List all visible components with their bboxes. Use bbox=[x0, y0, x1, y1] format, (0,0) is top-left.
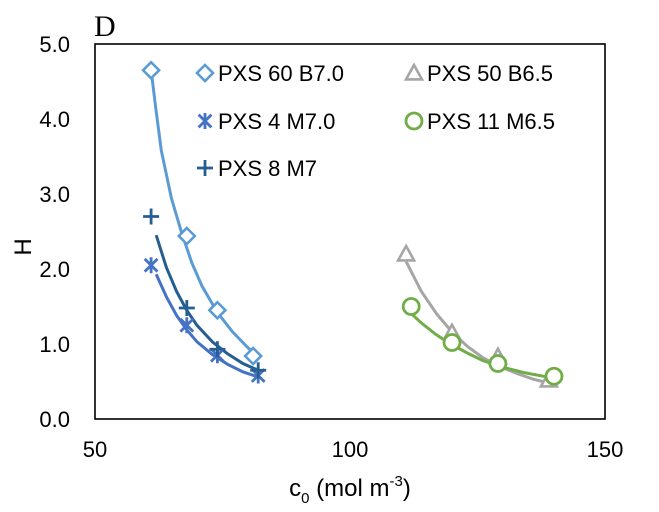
x-axis-title-subscript: 0 bbox=[301, 490, 309, 507]
data-point-diamond bbox=[243, 346, 263, 366]
data-point-diamond bbox=[176, 226, 197, 246]
data-point-diamond bbox=[141, 60, 161, 81]
trendline bbox=[154, 234, 259, 372]
y-tick-label: 1.0 bbox=[39, 332, 70, 357]
x-tick-labels: 50 100 150 bbox=[83, 437, 624, 462]
data-point-triangle bbox=[395, 243, 417, 262]
legend-label: PXS 60 B7.0 bbox=[218, 61, 344, 86]
x-axis-title-close: ) bbox=[403, 475, 411, 502]
legend: PXS 60 B7.0 PXS 50 B6.5 PXS 4 M7.0 PXS 11 M… bbox=[195, 61, 555, 181]
data-point-diamond bbox=[207, 300, 228, 321]
y-tick-label: 4.0 bbox=[39, 107, 70, 132]
legend-marker-star bbox=[197, 113, 213, 129]
x-axis-title-superscript: -3 bbox=[390, 473, 403, 490]
y-tick-label: 2.0 bbox=[39, 257, 70, 282]
data-point-plus bbox=[209, 341, 226, 358]
y-tick-label: 3.0 bbox=[39, 182, 70, 207]
data-point-plus bbox=[250, 362, 267, 379]
x-axis-title-main: c bbox=[289, 475, 301, 502]
plot-frame bbox=[94, 43, 606, 420]
legend-marker-diamond bbox=[195, 63, 215, 83]
data-point-star bbox=[143, 257, 159, 274]
legend-item: PXS 8 M7 bbox=[197, 156, 317, 181]
y-tick-labels: 0.0 1.0 2.0 3.0 4.0 5.0 bbox=[39, 32, 70, 432]
y-tick-label: 0.0 bbox=[39, 407, 70, 432]
legend-item: PXS 4 M7.0 bbox=[197, 109, 335, 134]
trendlines bbox=[149, 70, 555, 385]
y-tick-label: 5.0 bbox=[39, 32, 70, 57]
data-point-circle bbox=[442, 333, 462, 352]
trendline bbox=[405, 307, 555, 380]
plot-area-border bbox=[94, 43, 606, 420]
trendline bbox=[404, 260, 550, 385]
y-axis-title: H bbox=[10, 238, 37, 255]
data-point-star bbox=[179, 317, 195, 334]
data-point-circle bbox=[488, 354, 508, 373]
data-point-circle bbox=[401, 297, 421, 316]
data-point-plus bbox=[178, 300, 195, 316]
data-point-plus bbox=[143, 208, 160, 225]
x-tick-label: 100 bbox=[332, 437, 369, 462]
x-axis-title: c0 (mol m-3) bbox=[289, 473, 411, 507]
panel-label: D bbox=[94, 10, 116, 43]
legend-marker-circle bbox=[404, 111, 424, 131]
data-point-circle bbox=[544, 366, 564, 386]
data-markers bbox=[141, 60, 564, 388]
x-tick-label: 150 bbox=[587, 437, 624, 462]
legend-item: PXS 50 B6.5 bbox=[403, 61, 553, 86]
x-axis-title-unit: (mol m bbox=[310, 475, 390, 502]
trendline bbox=[149, 70, 260, 358]
legend-label: PXS 4 M7.0 bbox=[218, 109, 335, 134]
x-tick-label: 50 bbox=[83, 437, 107, 462]
legend-item: PXS 11 M6.5 bbox=[404, 109, 555, 134]
legend-item: PXS 60 B7.0 bbox=[195, 61, 344, 86]
legend-label: PXS 8 M7 bbox=[218, 156, 317, 181]
trendline bbox=[154, 273, 259, 379]
legend-label: PXS 11 M6.5 bbox=[427, 109, 555, 134]
legend-marker-triangle bbox=[403, 62, 425, 81]
legend-marker-plus bbox=[197, 160, 213, 176]
legend-label: PXS 50 B6.5 bbox=[427, 61, 553, 86]
